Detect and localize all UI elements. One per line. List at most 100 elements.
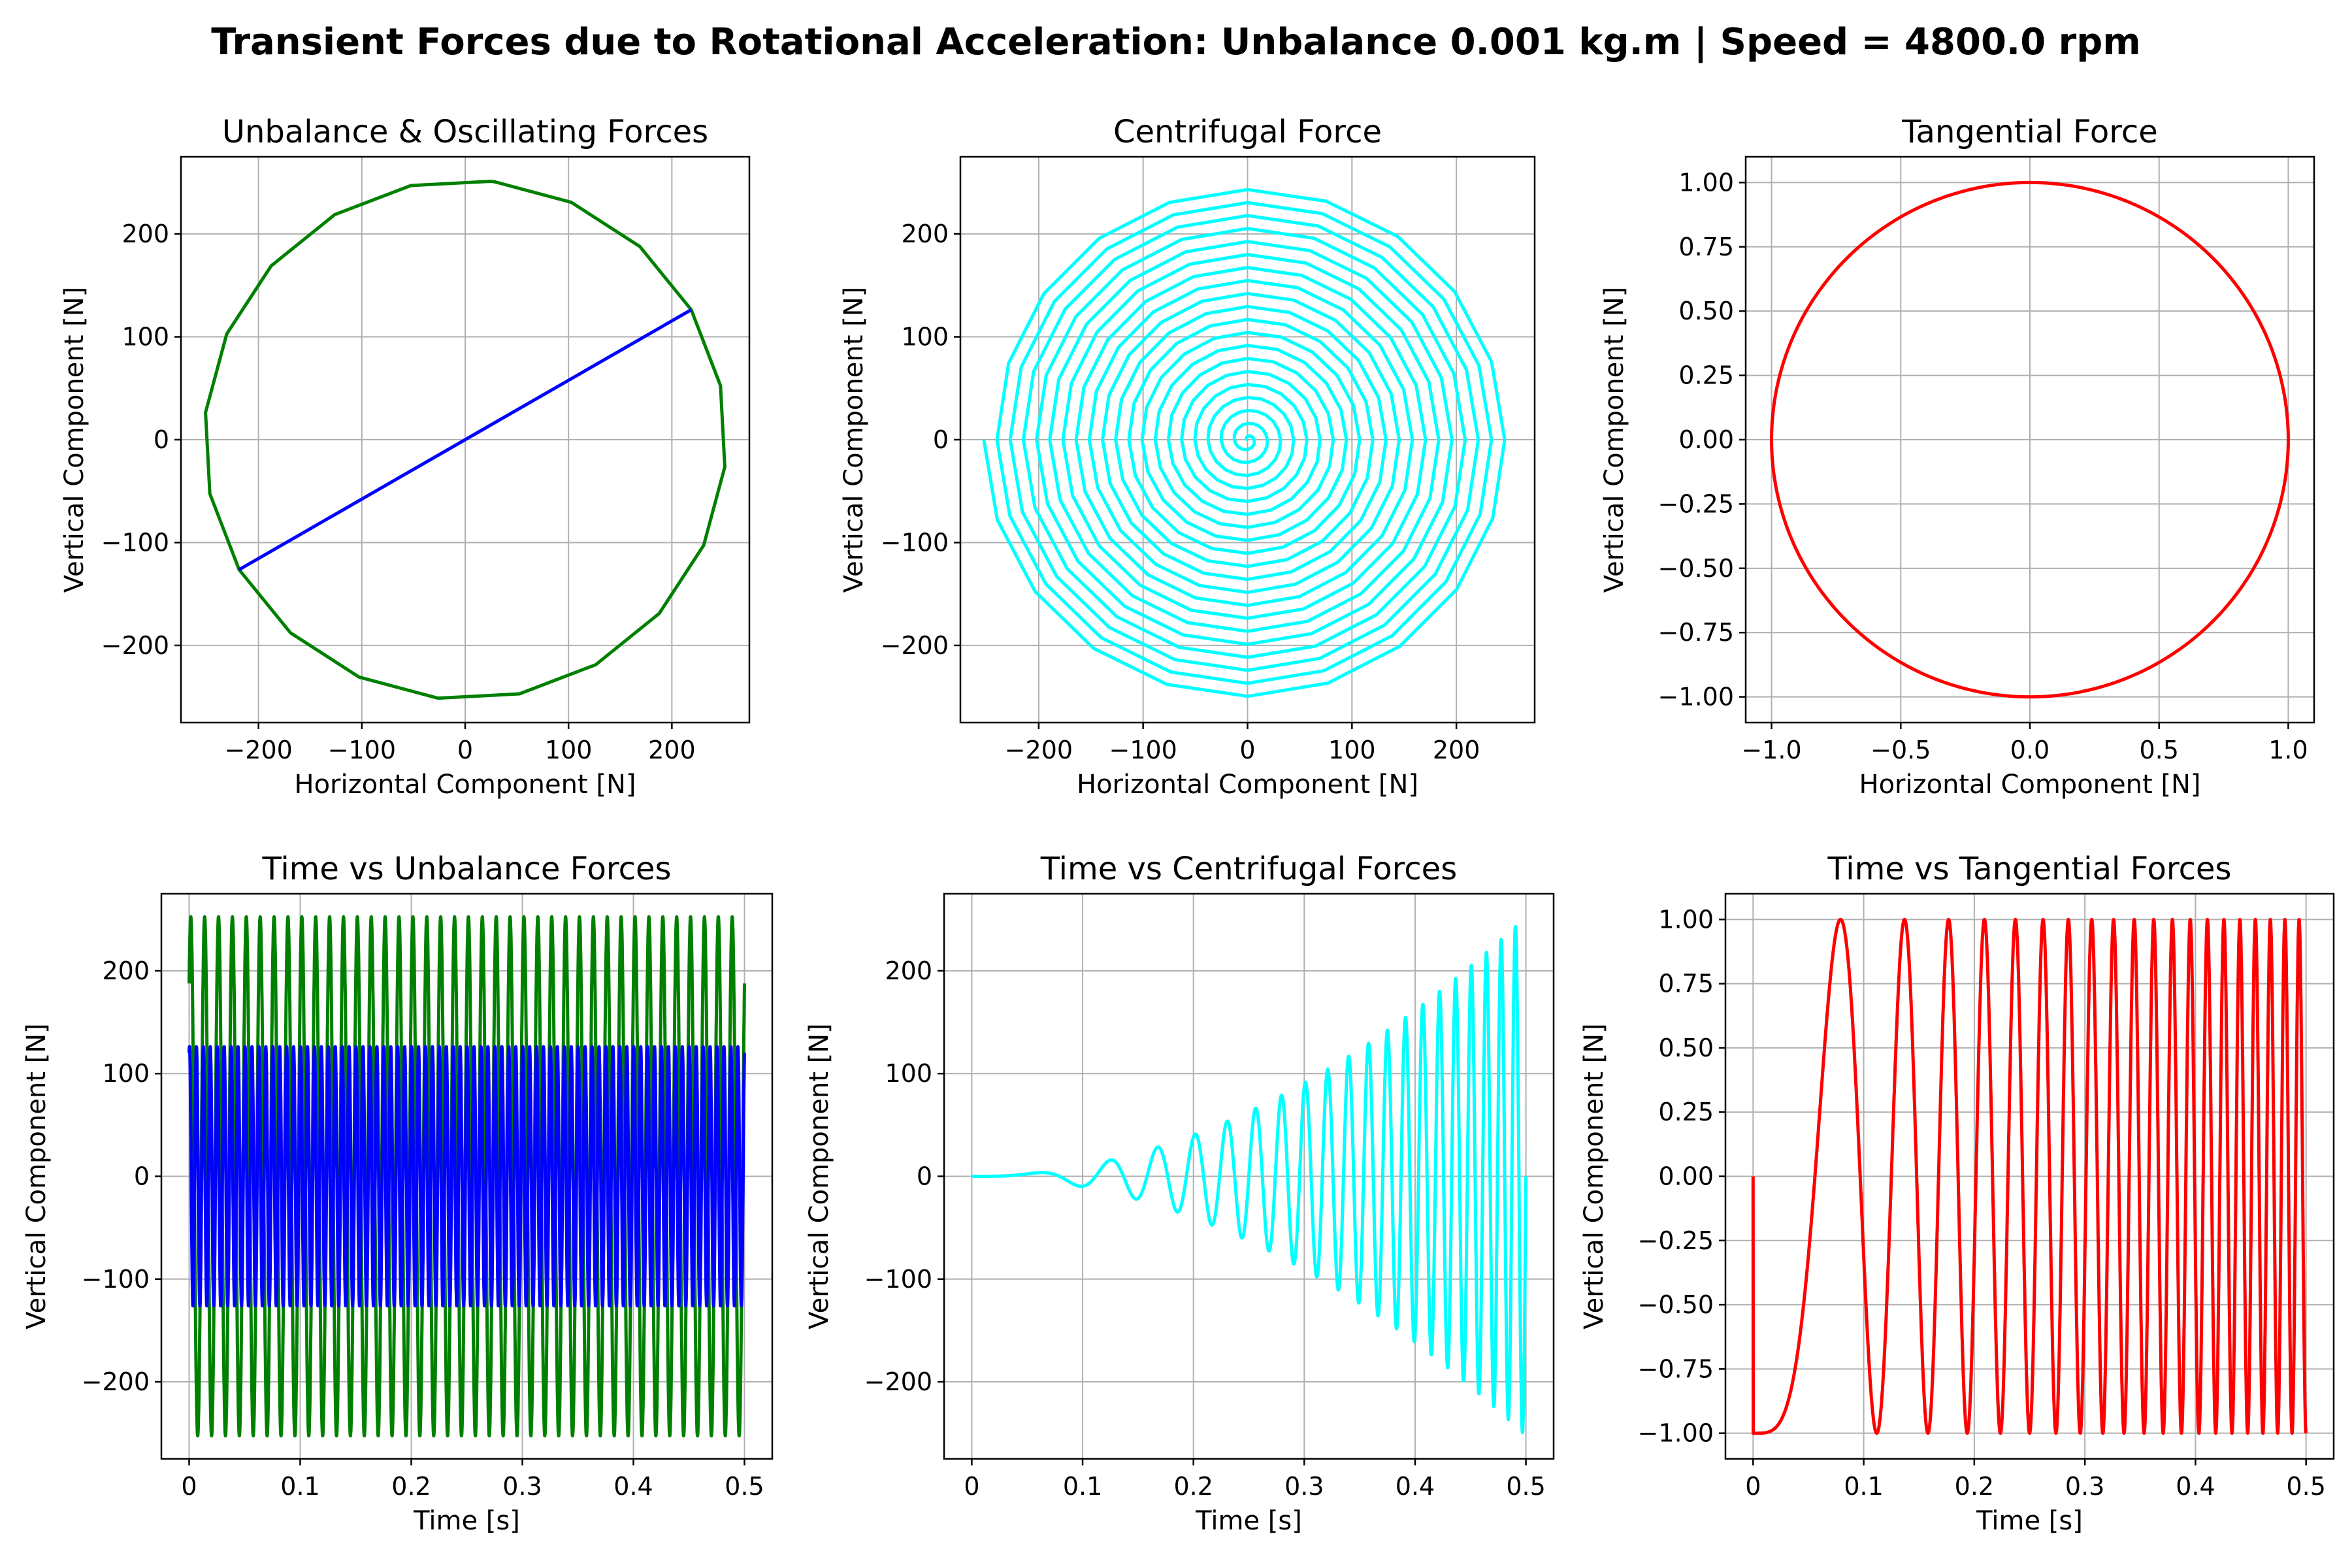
y-tick-label: −0.75 bbox=[1638, 1354, 1714, 1383]
y-tick-label: 1.00 bbox=[1678, 168, 1734, 197]
axes-title: Unbalance & Oscillating Forces bbox=[222, 114, 708, 150]
y-axis-label: Vertical Component [N] bbox=[22, 1023, 52, 1330]
y-tick-label: 0 bbox=[917, 1162, 932, 1191]
x-tick-label: −200 bbox=[224, 736, 292, 764]
series-line-time-tangential-0 bbox=[1751, 917, 2308, 1435]
y-tick-label: 200 bbox=[122, 220, 169, 248]
y-tick-label: −100 bbox=[82, 1265, 150, 1294]
series-line-unbalance-oscillating-1 bbox=[238, 308, 693, 572]
x-tick-label: 0 bbox=[1239, 736, 1255, 764]
y-tick-label: −0.50 bbox=[1638, 1290, 1714, 1319]
x-tick-label: 0.4 bbox=[1396, 1472, 1435, 1501]
y-axis-label: Vertical Component [N] bbox=[59, 287, 90, 593]
x-tick-label: 100 bbox=[545, 736, 593, 764]
series-line-unbalance-oscillating-0 bbox=[204, 179, 727, 700]
x-tick-label: 0 bbox=[964, 1472, 979, 1501]
x-tick-label: 0.0 bbox=[2010, 736, 2050, 764]
x-tick-label: 0.2 bbox=[391, 1472, 431, 1501]
x-tick-label: 0.5 bbox=[2286, 1472, 2325, 1501]
x-axis-label: Time [s] bbox=[413, 1506, 520, 1536]
y-tick-label: 0.50 bbox=[1678, 297, 1734, 325]
x-tick-label: 0.4 bbox=[2176, 1472, 2215, 1501]
y-tick-label: 200 bbox=[901, 220, 949, 248]
y-tick-label: 200 bbox=[885, 956, 932, 985]
chart-time-tangential: 0 0.1 0.2 0.3 0.4 0.5 −1.00 −0.75 −0.50 −0.25 0.00… bbox=[1579, 851, 2335, 1536]
series-line-centrifugal-0 bbox=[982, 188, 1507, 698]
y-tick-label: 0.00 bbox=[1658, 1162, 1714, 1191]
series-line-time-centrifugal-0 bbox=[970, 924, 1528, 1435]
x-tick-label: 0.5 bbox=[2140, 736, 2179, 764]
axes-title: Time vs Unbalance Forces bbox=[261, 851, 671, 887]
y-tick-label: 0.25 bbox=[1658, 1098, 1714, 1126]
series-line-time-unbalance-1 bbox=[188, 1045, 746, 1308]
y-axis-label: Vertical Component [N] bbox=[839, 287, 869, 593]
x-tick-label: 0.5 bbox=[1506, 1472, 1545, 1501]
y-tick-label: 0.50 bbox=[1658, 1034, 1714, 1062]
x-tick-label: 100 bbox=[1328, 736, 1376, 764]
y-tick-label: −1.00 bbox=[1658, 683, 1734, 711]
chart-time-centrifugal: 0 0.1 0.2 0.3 0.4 0.5 −200 −100 0 100 200 Time vs C… bbox=[804, 851, 1555, 1536]
y-tick-label: 0.25 bbox=[1678, 361, 1734, 390]
x-axis-label: Time [s] bbox=[1976, 1506, 2083, 1536]
y-axis-label: Vertical Component [N] bbox=[804, 1023, 834, 1330]
chart-centrifugal: −200 −100 0 100 200 −200 −100 0 100 200 Centrifuga… bbox=[839, 114, 1536, 800]
y-axis-label: Vertical Component [N] bbox=[1599, 287, 1629, 593]
x-tick-label: 0.5 bbox=[725, 1472, 764, 1501]
x-tick-label: 0.1 bbox=[1844, 1472, 1883, 1501]
x-tick-label: 0.1 bbox=[1063, 1472, 1102, 1501]
x-tick-label: −100 bbox=[1109, 736, 1177, 764]
y-tick-label: −0.75 bbox=[1658, 618, 1734, 647]
x-tick-label: 0 bbox=[181, 1472, 197, 1501]
chart-time-unbalance: 0 0.1 0.2 0.3 0.4 0.5 −200 −100 0 100 200 Time vs U… bbox=[22, 851, 774, 1536]
y-tick-label: 100 bbox=[885, 1059, 932, 1088]
y-tick-label: −200 bbox=[82, 1367, 150, 1396]
y-tick-label: 0 bbox=[134, 1162, 150, 1191]
x-tick-label: −100 bbox=[328, 736, 396, 764]
axes-title: Time vs Centrifugal Forces bbox=[1040, 851, 1457, 887]
y-tick-label: 0.75 bbox=[1658, 970, 1714, 998]
y-tick-label: 100 bbox=[102, 1059, 150, 1088]
x-tick-label: 200 bbox=[1433, 736, 1480, 764]
x-tick-label: 0.3 bbox=[1284, 1472, 1324, 1501]
y-tick-label: 0 bbox=[933, 425, 949, 454]
x-axis-label: Horizontal Component [N] bbox=[294, 770, 636, 800]
y-tick-label: 100 bbox=[901, 323, 949, 351]
y-tick-label: 0 bbox=[154, 425, 169, 454]
x-tick-label: 200 bbox=[648, 736, 696, 764]
y-tick-label: −100 bbox=[101, 528, 169, 557]
y-axis-label: Vertical Component [N] bbox=[1579, 1023, 1609, 1330]
y-tick-label: −200 bbox=[101, 631, 169, 660]
y-tick-label: −200 bbox=[881, 631, 949, 660]
x-tick-label: 0.1 bbox=[280, 1472, 319, 1501]
x-tick-label: 0.2 bbox=[1173, 1472, 1213, 1501]
x-tick-label: 0.2 bbox=[1955, 1472, 1994, 1501]
x-tick-label: −200 bbox=[1005, 736, 1073, 764]
x-tick-label: 0 bbox=[1745, 1472, 1761, 1501]
y-tick-label: −0.25 bbox=[1658, 489, 1734, 518]
axes-title: Tangential Force bbox=[1901, 114, 2158, 150]
y-tick-label: −100 bbox=[864, 1265, 932, 1294]
axes-title: Centrifugal Force bbox=[1113, 114, 1382, 150]
y-tick-label: −200 bbox=[864, 1367, 932, 1396]
x-tick-label: 0.3 bbox=[2065, 1472, 2104, 1501]
x-tick-label: 0.4 bbox=[613, 1472, 653, 1501]
y-tick-label: 1.00 bbox=[1658, 905, 1714, 934]
x-tick-label: 0 bbox=[457, 736, 473, 764]
y-tick-label: −1.00 bbox=[1638, 1419, 1714, 1448]
chart-unbalance-oscillating: −200 −100 0 100 200 −200 −100 0 100 200 Unbalance … bbox=[59, 114, 751, 800]
x-tick-label: 0.3 bbox=[502, 1472, 542, 1501]
y-tick-label: −0.50 bbox=[1658, 554, 1734, 583]
y-tick-label: 200 bbox=[102, 956, 150, 985]
y-tick-label: −0.25 bbox=[1638, 1226, 1714, 1255]
x-tick-label: −1.0 bbox=[1741, 736, 1801, 764]
figure-title: Transient Forces due to Rotational Accel… bbox=[211, 21, 2141, 63]
chart-tangential: −1.0 −0.5 0.0 0.5 1.0 −1.00 −0.75 −0.50 −0.25 0.0… bbox=[1599, 114, 2315, 800]
y-tick-label: 0.00 bbox=[1678, 425, 1734, 454]
series-line-tangential-0 bbox=[1770, 180, 2290, 699]
y-tick-label: 100 bbox=[122, 323, 169, 351]
x-tick-label: 1.0 bbox=[2268, 736, 2308, 764]
x-axis-label: Time [s] bbox=[1195, 1506, 1302, 1536]
x-axis-label: Horizontal Component [N] bbox=[1077, 770, 1418, 800]
